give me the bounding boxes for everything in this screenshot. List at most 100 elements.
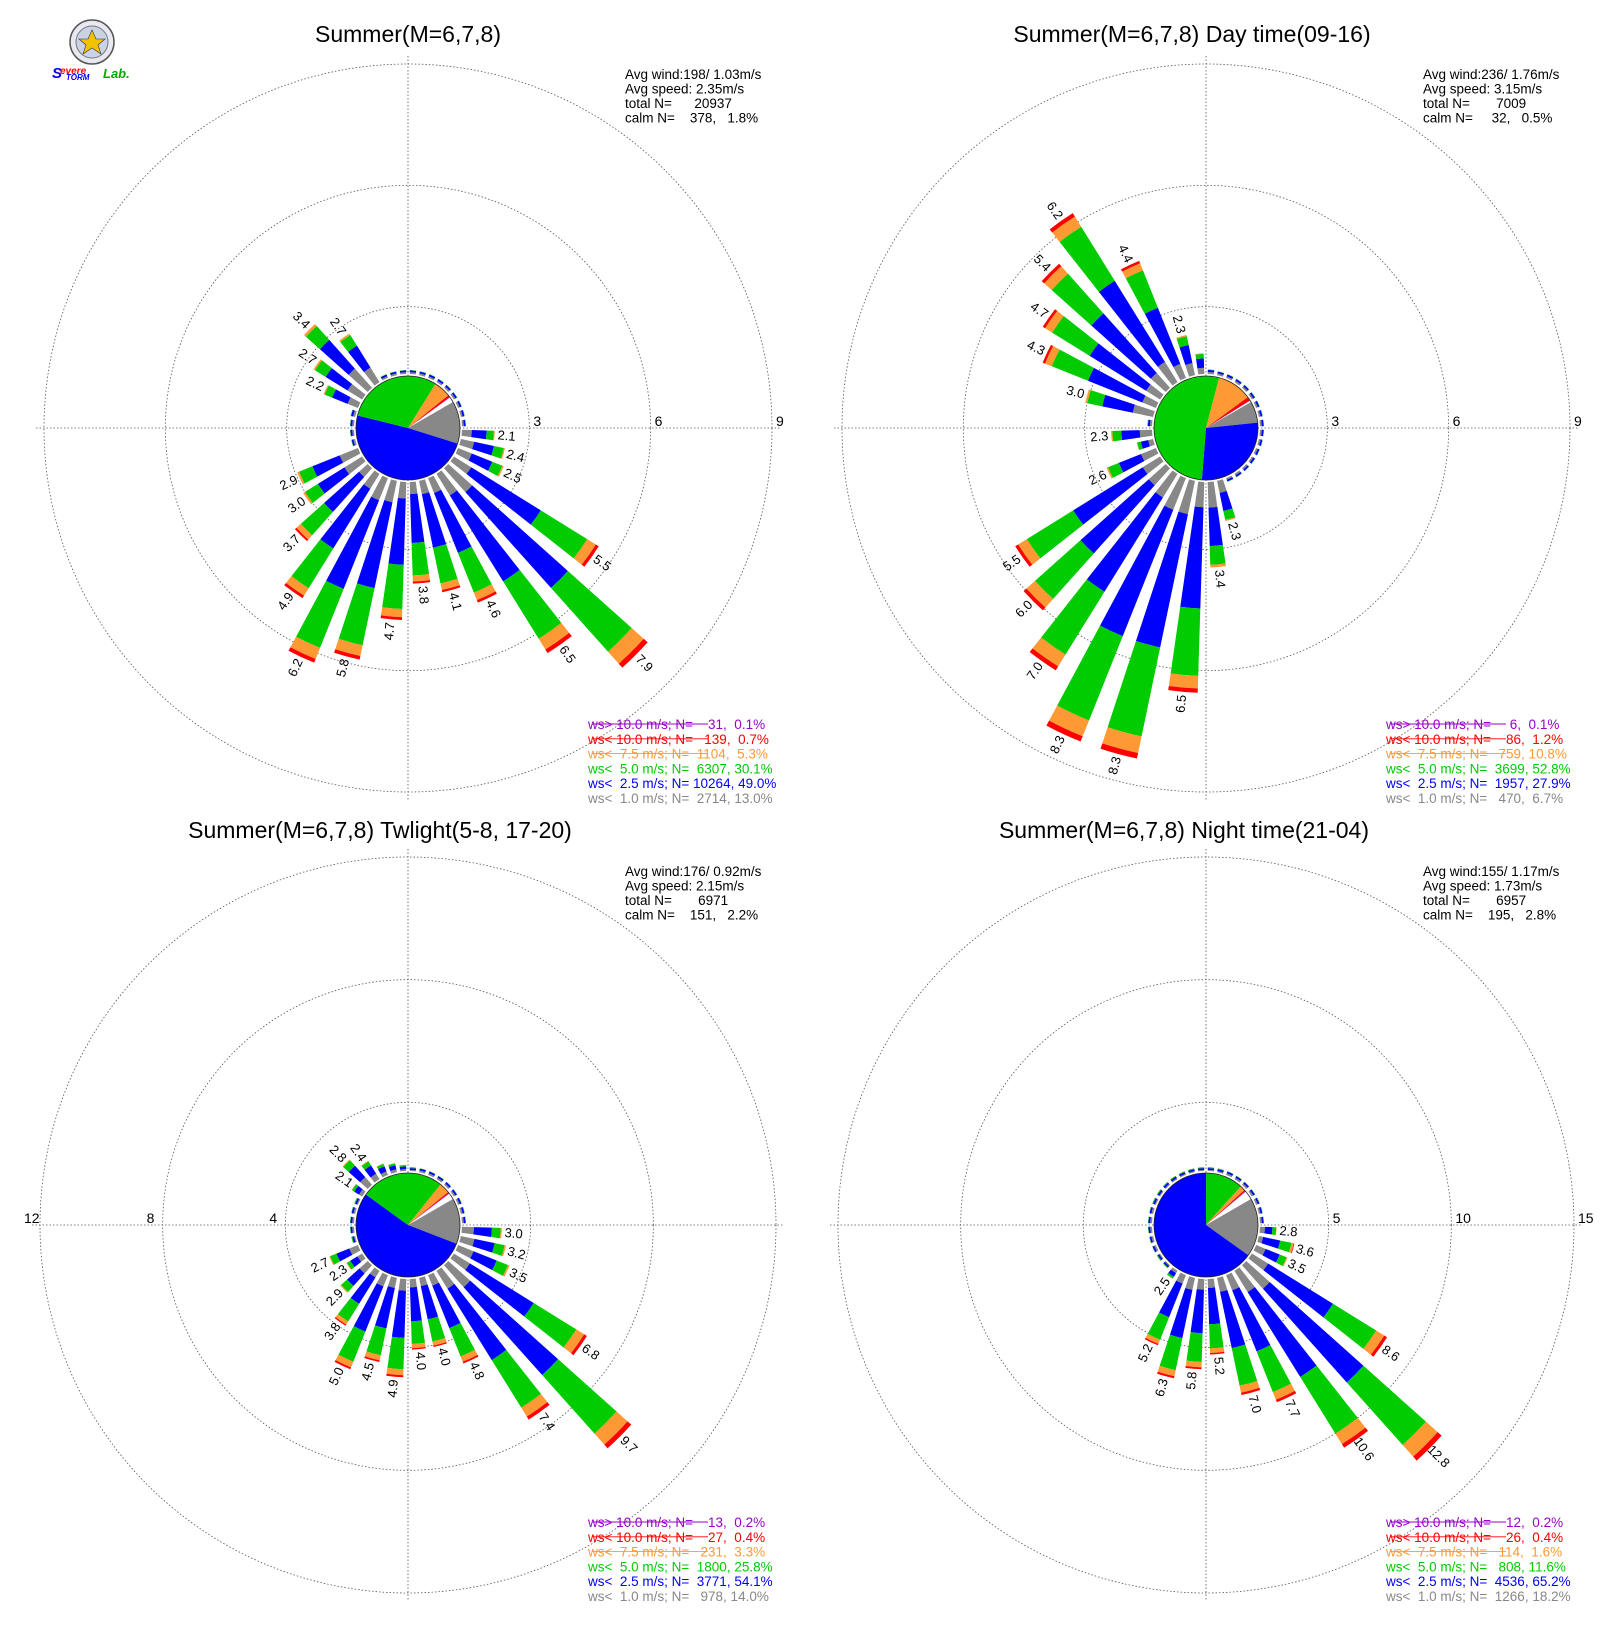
wind-bar-segment xyxy=(455,401,460,408)
wind-bar-segment xyxy=(1255,1197,1260,1205)
wind-bar-segment xyxy=(451,392,457,399)
bar-value-label: 2.7 xyxy=(296,345,319,368)
wind-bar-segment xyxy=(350,429,351,437)
wind-bar-segment xyxy=(1150,372,1171,393)
calm-distribution-pie xyxy=(355,375,461,481)
wind-bar-segment xyxy=(428,1171,436,1176)
pie-slice-blue xyxy=(355,415,458,481)
wind-bar-segment xyxy=(399,1164,407,1166)
wind-bar-segment xyxy=(1225,517,1236,522)
wind-bar-segment xyxy=(1178,479,1195,515)
wind-bar-segment xyxy=(1167,1272,1174,1279)
wind-bar-segment xyxy=(461,420,464,427)
wind-bar-segment xyxy=(1234,1267,1255,1293)
bar-value-label: 6.5 xyxy=(556,642,579,665)
wind-bar-5 xyxy=(1207,369,1215,375)
wind-bar-segment xyxy=(450,1190,456,1197)
wind-bar-segment xyxy=(1217,479,1227,493)
ring-label: 6 xyxy=(655,413,663,429)
wind-bar-segment xyxy=(1196,358,1205,369)
wind-bar-segment xyxy=(1132,404,1155,417)
wind-bar-segment xyxy=(1166,1274,1173,1279)
bar-value-label: 4.1 xyxy=(446,591,465,612)
wind-bar-segment xyxy=(349,1245,361,1255)
wind-bar-segment xyxy=(350,1216,353,1224)
wind-bar-145 xyxy=(436,470,572,654)
wind-bar-segment xyxy=(1179,1173,1186,1178)
wind-bar-45 xyxy=(1241,384,1250,393)
wind-bar-segment xyxy=(1178,1171,1185,1175)
wind-bar-segment xyxy=(465,1216,466,1224)
wind-bar-segment xyxy=(312,455,344,477)
wind-bar-segment xyxy=(364,1351,381,1361)
wind-bar-segment xyxy=(1257,410,1261,417)
pie-slice-purple xyxy=(1206,1191,1246,1225)
wind-bar-225 xyxy=(1023,463,1171,611)
wind-bar-segment xyxy=(1226,1173,1233,1178)
wind-bar-segment xyxy=(1152,1197,1156,1204)
wind-bar-segment xyxy=(1149,1236,1152,1244)
wind-bar-segment xyxy=(594,1411,628,1445)
wind-bar-segment xyxy=(356,500,393,589)
wind-bar-segment xyxy=(1135,511,1188,648)
bar-value-label: 8.3 xyxy=(1047,733,1068,756)
legend-entry: ws< 1.0 m/s; N= 470, 6.7% xyxy=(1385,791,1563,806)
bar-value-label: 3.7 xyxy=(280,531,303,554)
wind-bar-segment xyxy=(1157,361,1178,386)
wind-bar-segment xyxy=(419,1168,427,1171)
wind-bar-segment xyxy=(305,325,330,350)
wind-bar-segment xyxy=(1168,1269,1177,1277)
wind-bar-segment xyxy=(1253,448,1258,455)
pie-slice-gray xyxy=(408,1199,461,1244)
wind-bar-segment xyxy=(1034,540,1094,600)
wind-bar-segment xyxy=(376,1272,388,1287)
wind-bar-305 xyxy=(1042,309,1164,400)
wind-bar-segment xyxy=(1207,371,1214,375)
legend-entry: ws> 10.0 m/s; N= 13, 0.2% xyxy=(587,1515,765,1530)
wind-bar-segment xyxy=(376,1163,384,1167)
wind-bar-segment xyxy=(432,1338,447,1346)
wind-bar-segment xyxy=(376,1163,385,1170)
wind-bar-segment xyxy=(1253,401,1258,408)
wind-bar-segment xyxy=(1262,1281,1364,1383)
wind-bar-segment xyxy=(1026,510,1084,559)
wind-bar-175 xyxy=(1207,1278,1225,1355)
legend-entry: ws< 10.0 m/s; N= 86, 1.2% xyxy=(1385,732,1563,747)
wind-bar-segment xyxy=(563,1329,585,1354)
wind-bar-85 xyxy=(461,1216,466,1224)
wind-bar-segment xyxy=(352,1217,355,1224)
wind-bar-segment xyxy=(291,539,334,589)
wind-bar-segment xyxy=(347,383,366,400)
wind-bar-segment xyxy=(1163,1182,1170,1189)
wind-bar-segment xyxy=(1346,1365,1426,1445)
wind-bar-segment xyxy=(355,1198,360,1205)
wind-bar-215 xyxy=(1029,470,1178,671)
bar-value-label: 8.6 xyxy=(1379,1342,1402,1365)
wind-bar-segment xyxy=(463,1280,559,1376)
wind-bar-155 xyxy=(1226,475,1234,482)
stat-line: total N= 6957 xyxy=(1423,893,1526,908)
wind-bar-segment xyxy=(500,447,505,459)
wind-bar-segment xyxy=(1044,346,1060,367)
wind-bar-255 xyxy=(1136,439,1155,451)
wind-bar-segment xyxy=(378,1166,387,1175)
wind-bar-segment xyxy=(1231,1344,1258,1386)
wind-bar-segment xyxy=(608,628,644,664)
wind-bar-segment xyxy=(350,1226,351,1234)
wind-bar-segment xyxy=(1137,441,1143,450)
wind-bar-segment xyxy=(1142,456,1164,475)
wind-bar-segment xyxy=(1370,1335,1388,1357)
bar-value-label: 5.2 xyxy=(1135,1341,1156,1364)
wind-bar-segment xyxy=(380,615,403,620)
ring-label: 10 xyxy=(1455,1210,1471,1226)
legend-entry: ws< 5.0 m/s; N= 6307, 30.1% xyxy=(587,761,773,776)
wind-bar-segment xyxy=(1260,409,1263,417)
wind-bar-segment xyxy=(1223,508,1236,520)
wind-bar-95 xyxy=(461,1226,502,1239)
wind-bar-segment xyxy=(1207,481,1218,508)
wind-bar-segment xyxy=(286,576,309,596)
wind-bar-segment xyxy=(1195,353,1204,355)
bar-value-label: 3.5 xyxy=(507,1265,530,1286)
bar-value-label: 4.4 xyxy=(1115,242,1136,265)
bar-value-label: 5.0 xyxy=(326,1365,347,1388)
